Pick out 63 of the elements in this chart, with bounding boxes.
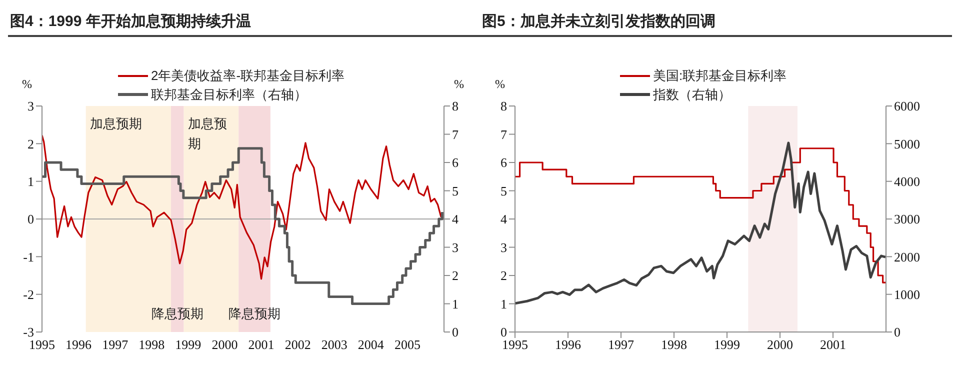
x-tick-label: 1996	[66, 337, 92, 352]
y-tick-label: 1	[500, 296, 507, 312]
chart-title: 图5：加息并未立刻引发指数的回调	[480, 8, 952, 37]
y-tick-label: 8	[500, 98, 507, 114]
y-tick-label: 4	[500, 212, 508, 227]
y-tick-label: -2	[23, 286, 34, 302]
y-tick-label: -1	[23, 249, 34, 264]
x-tick-label: 2002	[284, 337, 311, 352]
y2-tick-label: 5000	[894, 136, 920, 152]
x-tick-label: 1999	[714, 337, 740, 352]
x-tick-label: 1997	[102, 337, 129, 352]
y2-tick-label: 0	[894, 324, 900, 340]
x-tick-label: 1999	[175, 337, 202, 352]
y-tick-label: 2	[28, 136, 34, 152]
y2-tick-label: 7	[452, 126, 459, 142]
y-tick-label: 5	[500, 183, 507, 198]
y-tick-label: 3	[500, 240, 507, 255]
y-tick-label: 1	[28, 174, 34, 189]
y-tick-label: -3	[23, 324, 34, 340]
y2-tick-label: 0	[452, 324, 458, 340]
legend-label: 美国:联邦基金目标利率	[653, 67, 787, 85]
x-tick-label: 2001	[248, 337, 274, 352]
y-tick-label: 0	[28, 212, 34, 227]
x-tick-label: 2005	[394, 337, 420, 352]
y-tick-label: 3	[28, 98, 34, 114]
chart-title: 图4：1999 年开始加息预期持续升温	[8, 8, 480, 37]
y2-tick-label: 1	[452, 296, 458, 312]
band-label: 降息预期	[228, 306, 281, 321]
y2-tick-label: 2000	[894, 249, 920, 264]
legend-label: 联邦基金目标利率（右轴）	[151, 86, 307, 104]
y2-tick-label: 6	[452, 155, 459, 170]
band-label: 降息预期	[151, 306, 204, 321]
x-tick-label: 2000	[212, 337, 238, 352]
x-tick-label: 2000	[767, 337, 793, 352]
y2-tick-label: 3000	[894, 212, 920, 227]
legend-label: 2年美债收益率-联邦基金目标利率	[151, 67, 345, 85]
x-tick-label: 1995	[29, 337, 55, 352]
x-tick-label: 1998	[138, 337, 165, 352]
x-tick-label: 1995	[502, 337, 528, 352]
y-tick-label: 2	[500, 268, 507, 284]
legend-label: 指数（右轴）	[653, 86, 731, 104]
x-tick-label: 1997	[608, 337, 634, 352]
band-label: 加息预期	[188, 116, 227, 151]
x-tick-label: 1998	[661, 337, 687, 352]
y-tick-label: 6	[500, 155, 508, 170]
y-axis-title: %	[22, 77, 32, 91]
x-tick-label: 2003	[321, 337, 348, 352]
y2-axis-title: %	[454, 77, 464, 91]
y2-tick-label: 2	[452, 268, 458, 284]
y-axis-title: %	[495, 77, 505, 91]
y-tick-label: 0	[500, 324, 507, 340]
y2-tick-label: 6000	[894, 98, 920, 114]
y-tick-label: 7	[500, 126, 508, 142]
y2-tick-label: 4000	[894, 174, 920, 189]
x-tick-label: 1996	[555, 337, 582, 352]
band-label: 加息预期	[90, 116, 142, 131]
x-tick-label: 2004	[358, 337, 384, 352]
y2-tick-label: 4	[452, 212, 459, 227]
y2-tick-label: 1000	[894, 286, 920, 302]
y2-tick-label: 8	[452, 98, 458, 114]
y2-tick-label: 5	[452, 183, 458, 198]
x-tick-label: 2001	[820, 337, 846, 352]
y2-tick-label: 3	[452, 240, 458, 255]
